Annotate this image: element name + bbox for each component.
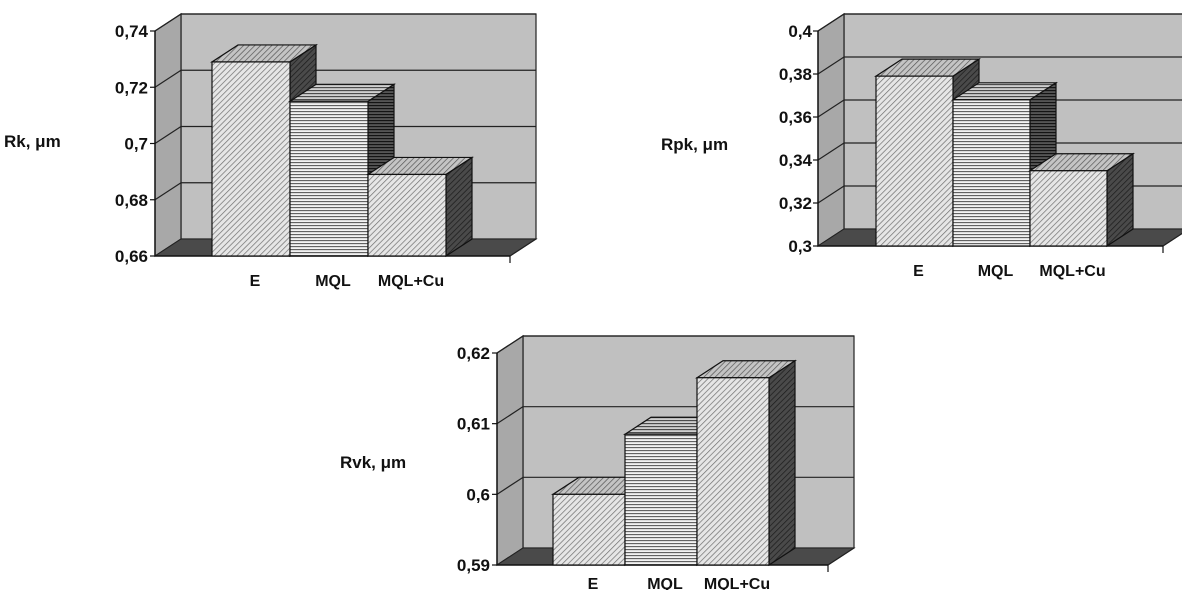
gridline-side xyxy=(817,99,845,118)
x-tick-label: MQL+Cu xyxy=(704,576,770,590)
gridline-side xyxy=(154,13,182,32)
gridline-side xyxy=(817,13,845,32)
bar-front xyxy=(875,75,954,247)
bar-front xyxy=(1029,170,1108,247)
side-wall xyxy=(817,12,845,248)
x-tick-label: E xyxy=(913,263,924,280)
gridline-side xyxy=(496,476,524,495)
chart-1: 0,66 0,68 0,7 0,72 0,74 Rk, μm E MQL MQL+Cu xyxy=(4,12,538,290)
x-axis-edge xyxy=(1162,232,1182,247)
gridline-side xyxy=(817,142,845,161)
side-wall xyxy=(496,334,524,567)
y-axis-label: Rk, μm xyxy=(4,132,61,151)
x-tick-label: MQL xyxy=(315,273,351,290)
gridline-side xyxy=(817,56,845,75)
gridline-side xyxy=(496,406,524,425)
y-tick-label: 0,7 xyxy=(124,135,148,154)
bar-front xyxy=(367,173,447,257)
bar-front xyxy=(211,61,291,257)
y-tick-label: 0,66 xyxy=(115,247,148,266)
bar-front xyxy=(289,100,369,257)
x-tick-label: MQL+Cu xyxy=(1039,263,1105,280)
bar-mql-cu xyxy=(694,359,798,567)
x-tick-label: E xyxy=(588,576,599,590)
y-tick-label: 0,4 xyxy=(788,22,812,41)
y-tick-label: 0,74 xyxy=(115,22,149,41)
y-axis-label: Rvk, μm xyxy=(340,453,406,472)
x-axis-edge xyxy=(509,238,537,257)
y-tick-label: 0,3 xyxy=(788,237,812,256)
bar-front xyxy=(552,493,626,566)
y-tick-label: 0,36 xyxy=(779,108,812,127)
gridline-side xyxy=(496,335,524,354)
y-tick-label: 0,72 xyxy=(115,78,148,97)
y-tick-label: 0,6 xyxy=(466,485,490,504)
gridline-side xyxy=(154,125,182,145)
y-axis-label: Rpk, μm xyxy=(661,135,728,154)
x-axis-edge xyxy=(827,547,855,566)
y-tick-label: 0,34 xyxy=(779,151,813,170)
bar-mql-cu xyxy=(365,156,475,258)
y-tick-label: 0,38 xyxy=(779,65,812,84)
y-tick-label: 0,32 xyxy=(779,194,812,213)
x-tick-label: MQL xyxy=(647,576,683,590)
bar-side xyxy=(768,359,796,567)
gridline-side xyxy=(154,182,182,201)
chart-3: 0,59 0,6 0,61 0,62 Rvk, μm E MQL MQL+Cu xyxy=(340,334,856,590)
bar-front xyxy=(696,377,770,566)
y-tick-label: 0,61 xyxy=(457,415,490,434)
x-tick-label: MQL xyxy=(978,263,1014,280)
x-tick-label: MQL+Cu xyxy=(378,273,444,290)
bar-front xyxy=(624,433,698,566)
gridline-side xyxy=(154,69,182,88)
bar-front xyxy=(952,99,1031,247)
chart-2: 0,3 0,32 0,34 0,36 0,38 0,4 Rpk, μm E MQL MQL+Cu xyxy=(661,12,1182,280)
x-tick-label: E xyxy=(250,273,261,290)
y-tick-label: 0,59 xyxy=(457,556,490,575)
y-tick-label: 0,68 xyxy=(115,191,148,210)
y-tick-label: 0,62 xyxy=(457,344,490,363)
bar-mql-cu xyxy=(1027,152,1136,248)
gridline-side xyxy=(817,185,845,204)
